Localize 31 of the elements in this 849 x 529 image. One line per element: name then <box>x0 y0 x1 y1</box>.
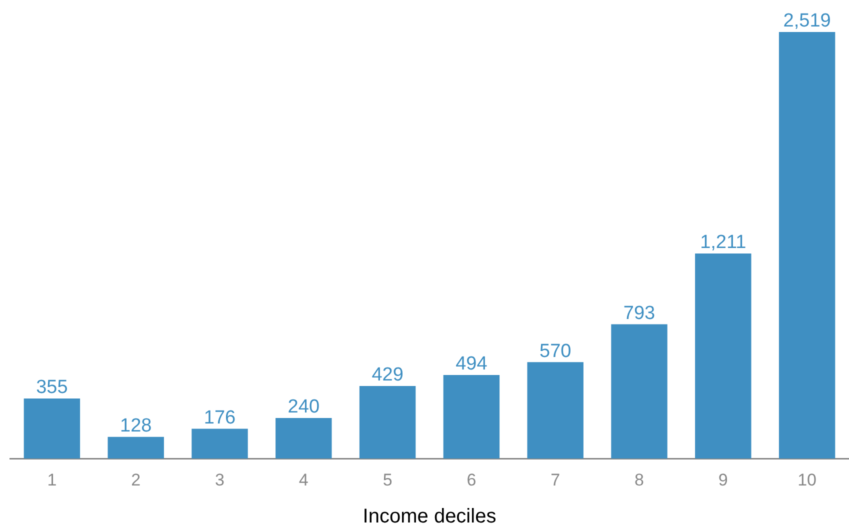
bar <box>192 428 248 459</box>
bar <box>527 362 584 459</box>
bar <box>276 418 332 459</box>
bar <box>108 436 164 459</box>
bar <box>695 254 752 459</box>
x-tick-label: 9 <box>718 470 728 490</box>
data-label: 2,519 <box>783 10 831 32</box>
x-tick-label: 1 <box>47 470 57 490</box>
data-label: 176 <box>204 408 236 429</box>
x-tick-label: 8 <box>634 470 644 490</box>
x-tick-label: 6 <box>466 470 476 490</box>
bar <box>24 398 80 459</box>
bar <box>778 32 836 459</box>
data-label: 429 <box>372 364 404 386</box>
data-label: 128 <box>120 416 152 437</box>
data-label: 355 <box>36 377 68 398</box>
bar <box>359 386 416 459</box>
x-tick-label: 10 <box>798 470 817 490</box>
data-label: 240 <box>288 396 320 418</box>
x-axis-title: Income deciles <box>362 506 496 528</box>
data-label: 570 <box>540 340 572 362</box>
x-tick-label: 5 <box>382 470 392 490</box>
bar <box>611 324 668 459</box>
bar <box>443 374 500 459</box>
x-tick-label: 7 <box>550 470 560 490</box>
data-label: 1,211 <box>700 232 746 254</box>
x-tick-label: 2 <box>131 470 141 490</box>
data-label: 494 <box>456 354 488 375</box>
data-label: 793 <box>623 303 656 324</box>
x-tick-label: 4 <box>298 470 308 490</box>
x-tick-label: 3 <box>215 470 224 490</box>
